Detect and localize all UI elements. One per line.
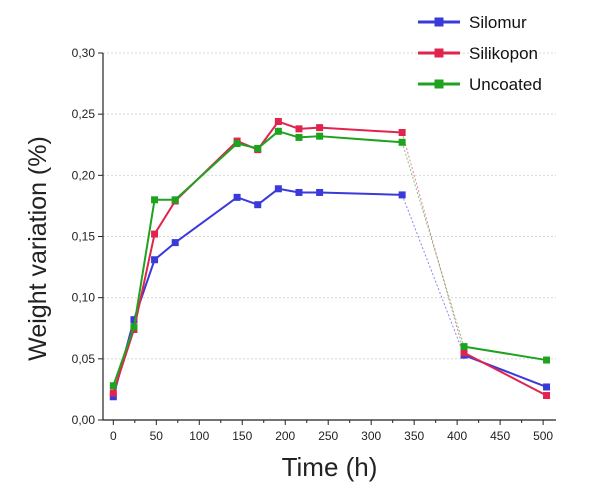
data-point [295, 133, 303, 141]
data-point [109, 389, 117, 397]
data-point [398, 191, 406, 199]
data-point [543, 383, 551, 391]
x-tick-label: 0 [110, 429, 117, 443]
x-tick-label: 300 [361, 429, 381, 443]
series-gap-line [401, 132, 465, 353]
x-axis-title: Time (h) [282, 452, 378, 482]
data-point [171, 196, 179, 204]
y-tick-label: 0,30 [72, 46, 96, 60]
x-tick-label: 400 [447, 429, 467, 443]
data-point [109, 393, 117, 401]
data-point [316, 124, 324, 132]
data-point [130, 323, 138, 331]
data-point [460, 349, 468, 357]
x-tick-labels: 0 50 100 150 200 250 300 350 400 450 500 [110, 429, 553, 443]
x-tick-label: 500 [533, 429, 553, 443]
series-uncoated [109, 127, 551, 390]
x-tick-label: 200 [275, 429, 295, 443]
series-line [112, 187, 547, 398]
y-tick-label: 0,20 [72, 168, 96, 182]
legend-label: Silikopon [469, 44, 538, 63]
data-point [316, 132, 324, 140]
y-tick-labels: 0,00 0,05 0,10 0,15 0,20 0,25 0,30 [72, 46, 96, 427]
data-point [109, 382, 117, 390]
series-layer [109, 118, 551, 401]
data-point [295, 188, 303, 196]
data-point [274, 185, 282, 193]
series-silomur [109, 185, 551, 401]
x-tick-label: 450 [490, 429, 510, 443]
data-point [254, 144, 262, 152]
x-tick-label: 50 [150, 429, 164, 443]
data-point [151, 256, 159, 264]
legend-label: Silomur [469, 13, 527, 32]
data-point [171, 239, 179, 247]
legend-marker [434, 48, 444, 58]
data-point [233, 193, 241, 201]
series-gap-line [401, 194, 465, 356]
data-point [316, 188, 324, 196]
x-tick-label: 150 [232, 429, 252, 443]
legend-marker [434, 17, 444, 27]
data-point [130, 316, 138, 324]
legend-marker [434, 79, 444, 89]
series-line [112, 130, 547, 387]
y-tick-label: 0,00 [72, 413, 96, 427]
y-tick-label: 0,10 [72, 291, 96, 305]
data-point [398, 129, 406, 137]
data-point [233, 140, 241, 148]
x-tick-label: 250 [318, 429, 338, 443]
y-tick-label: 0,25 [72, 107, 96, 121]
legend-label: Uncoated [469, 75, 542, 94]
grid [103, 52, 556, 360]
x-tick-label: 350 [404, 429, 424, 443]
data-point [274, 118, 282, 126]
axes [98, 52, 556, 425]
data-point [295, 125, 303, 133]
legend: Silomur Silikopon Uncoated [418, 13, 542, 94]
data-point [460, 343, 468, 351]
data-point [151, 230, 159, 238]
series-gap-line [401, 142, 465, 347]
data-point [543, 356, 551, 364]
series-silikopon [109, 118, 551, 400]
data-point [274, 127, 282, 135]
data-point [398, 138, 406, 146]
data-point [543, 392, 551, 400]
y-axis-title: Weight variation (%) [24, 136, 52, 361]
y-tick-label: 0,15 [72, 230, 96, 244]
y-tick-label: 0,05 [72, 352, 96, 366]
data-point [254, 201, 262, 209]
series-line [112, 120, 548, 397]
x-tick-label: 100 [189, 429, 209, 443]
data-point [151, 196, 159, 204]
